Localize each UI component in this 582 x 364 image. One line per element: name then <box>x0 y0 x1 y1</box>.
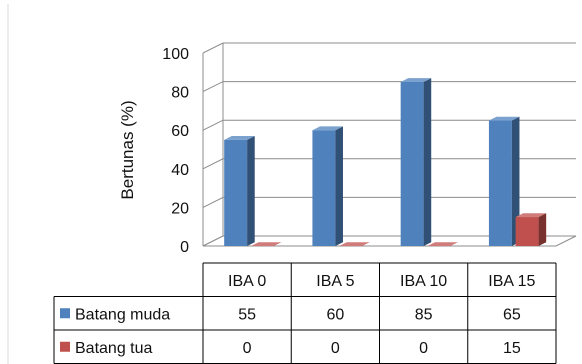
y-tick-label: 100 <box>162 46 189 63</box>
y-tick-label: 40 <box>171 162 189 179</box>
bar-side <box>538 213 547 246</box>
y-tick-label: 0 <box>180 239 189 256</box>
category-label: IBA 10 <box>400 273 447 290</box>
y-tick-label: 60 <box>171 123 189 140</box>
table-cell-value: 85 <box>415 306 433 323</box>
table-cell-value: 0 <box>419 340 428 357</box>
table-cell-value: 0 <box>331 340 340 357</box>
bar-batang-tua <box>339 242 370 247</box>
bar-side <box>247 136 255 246</box>
bar-side <box>423 78 432 247</box>
bar-front <box>312 130 336 246</box>
bars <box>224 78 547 247</box>
bar-side <box>511 116 520 246</box>
bar-top <box>250 242 282 246</box>
bar-side <box>335 126 343 246</box>
category-label: IBA 0 <box>228 273 266 290</box>
bar-front <box>224 139 248 246</box>
table-cell-value: 60 <box>326 306 344 323</box>
bar-top <box>224 136 255 140</box>
bar-batang-tua <box>515 213 547 246</box>
y-axis-label: Bertunas (%) <box>118 100 137 199</box>
bar-batang-muda <box>488 116 520 246</box>
y-tick-label: 80 <box>171 85 189 102</box>
legend-label: Batang tua <box>75 340 153 357</box>
gridline <box>202 196 576 208</box>
bar-top <box>427 242 458 246</box>
bar-top <box>312 126 343 131</box>
bar-batang-muda <box>400 78 432 247</box>
bar-front <box>400 81 424 246</box>
gridline <box>202 119 576 131</box>
bar-front <box>488 120 512 246</box>
gridline <box>202 158 576 170</box>
table-cell-value: 65 <box>503 306 521 323</box>
bar-top <box>488 116 520 121</box>
bar-top <box>515 213 547 218</box>
table-cell-value: 0 <box>243 340 252 357</box>
bar-batang-muda <box>312 126 343 246</box>
table-cell-value: 15 <box>503 340 521 357</box>
bar-batang-muda <box>224 136 255 246</box>
bar-batang-tua <box>250 242 282 247</box>
bar-batang-tua <box>427 242 458 247</box>
data-table: IBA 0 IBA 5 IBA 10 IBA 15 Batang muda 55 60 85 6… <box>53 262 557 364</box>
bar-front <box>515 217 539 246</box>
legend-label: Batang muda <box>75 306 170 323</box>
bar-top <box>400 78 432 82</box>
table-cell-value: 55 <box>238 306 256 323</box>
gridline <box>202 81 576 93</box>
y-tick-label: 20 <box>171 200 189 217</box>
category-label: IBA 5 <box>316 273 354 290</box>
gridline <box>202 42 576 54</box>
category-label: IBA 15 <box>488 273 535 290</box>
bar-top <box>339 242 370 246</box>
legend-swatch <box>60 341 70 352</box>
y-axis-tick-labels: 0 20 40 60 80 100 <box>162 46 189 256</box>
legend-swatch <box>60 308 70 319</box>
